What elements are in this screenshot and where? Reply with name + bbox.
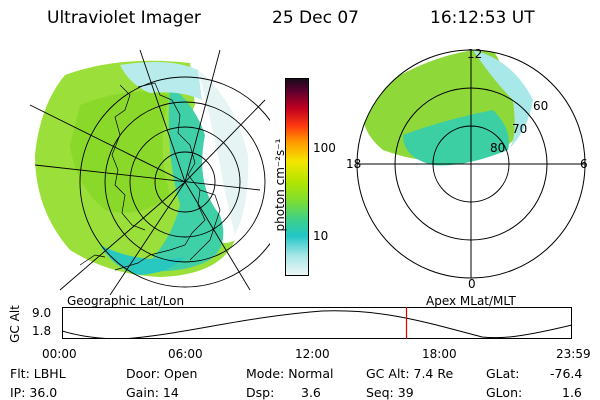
aurora-image-geo [35,60,249,277]
timeline-xtick-0600: 06:00 [168,347,203,361]
timeline-ytick-high: 9.0 [32,306,52,320]
colorbar-tick-10: 10 [313,229,329,243]
continent-outline [79,82,221,271]
lat-label-70: 70 [512,122,528,136]
timeline-ylabel: GC Alt [8,305,22,343]
seq-value: Seq: 39 [366,385,414,400]
timeline-ytick-low: 1.8 [32,324,52,338]
instrument-title: Ultraviolet Imager [47,8,201,28]
gc-alt-value: GC Alt: 7.4 Re [366,366,454,381]
colorbar-unit-label: photon cm⁻²s⁻¹ [273,138,287,232]
aurora-image-polar [362,50,533,166]
mlt-label-0: 0 [468,277,476,291]
dsp-label: Dsp: [246,385,275,400]
ip-value: IP: 36.0 [10,385,58,400]
geographic-map [29,49,270,295]
glon-label: GLon: [486,385,523,400]
lat-label-80: 80 [490,141,506,155]
geo-grid [29,49,270,295]
lat-label-60: 60 [533,99,549,113]
polar-grid [356,49,586,279]
mlt-label-18: 18 [346,157,362,171]
gain-value: Gain: 14 [126,385,179,400]
altitude-timeline [62,307,572,339]
date-label: 25 Dec 07 [272,8,359,28]
timeline-xtick-1800: 18:00 [422,347,457,361]
dsp-value: 3.6 [301,385,321,400]
timeline-xtick-0000: 00:00 [42,347,77,361]
mlt-label-12: 12 [467,47,483,61]
glat-label: GLat: [486,366,520,381]
colorbar [285,78,309,276]
polar-caption: Apex MLat/MLT [426,294,516,308]
mlt-label-6: 6 [580,157,588,171]
filter-value: Flt: LBHL [10,366,66,381]
door-status: Door: Open [126,366,198,381]
time-label: 16:12:53 UT [430,8,535,28]
glon-value: 1.6 [562,385,582,400]
geo-caption: Geographic Lat/Lon [67,294,185,308]
timeline-xtick-1200: 12:00 [295,347,330,361]
polar-map [356,49,586,279]
mode-value: Mode: Normal [246,366,334,381]
glat-value: -76.4 [550,366,583,381]
colorbar-tick-100: 100 [313,141,336,155]
timeline-xtick-2359: 23:59 [556,347,591,361]
